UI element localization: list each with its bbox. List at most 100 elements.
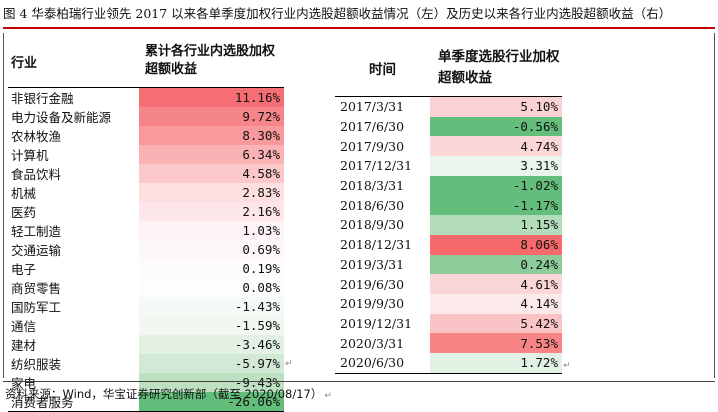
table-row: 2019/6/30 4.61% — [335, 274, 562, 294]
industry-cell: 电子 — [11, 262, 37, 277]
value-cell: -1.43% — [139, 297, 284, 316]
value-cell: 8.06% — [430, 234, 562, 255]
table-row: 2019/12/31 5.42% — [335, 313, 562, 334]
date-cell: 2018/9/30 — [340, 217, 405, 233]
date-cell: 2019/6/30 — [340, 276, 405, 292]
table-row: 2019/9/30 4.14% — [335, 293, 562, 314]
header-industry: 行业 — [8, 35, 139, 88]
industry-cell: 商贸零售 — [11, 281, 62, 296]
table-header-row: 时间 单季度选股行业加权超额收益 — [335, 40, 562, 97]
value-cell: 11.16% — [139, 87, 284, 107]
value-cell: 4.58% — [139, 164, 284, 183]
date-cell: 2019/12/31 — [340, 315, 413, 331]
value-cell: 1.03% — [139, 221, 284, 240]
date-cell: 2017/9/30 — [340, 138, 405, 154]
table-row: 国防军工 -1.43% — [8, 297, 284, 316]
table-row: 2018/12/31 8.06% — [335, 234, 562, 255]
date-cell: 2020/6/30 — [335, 352, 430, 374]
header-time: 时间 — [335, 40, 430, 97]
industry-cell: 农林牧渔 — [11, 129, 62, 144]
table-header-row: 行业 累计各行业内选股加权超额收益 — [8, 35, 284, 88]
date-cell: 2017/12/31 — [340, 158, 413, 174]
table-row: 医药 2.16% — [8, 202, 284, 221]
table-row: 电力设备及新能源 9.72% — [8, 107, 284, 126]
source-divider — [3, 381, 715, 382]
source-text: 资料来源：Wind，华宝证券研究创新部（截至 2020/08/17） — [5, 387, 323, 401]
figure-title: 图 4 华泰柏瑞行业领先 2017 以来各单季度加权行业内选股超额收益情况（左）… — [3, 6, 672, 21]
value-cell: 6.34% — [139, 145, 284, 164]
table-row: 2018/9/30 1.15% — [335, 215, 562, 235]
table-row: 家电 -9.43% — [8, 373, 284, 392]
value-cell: -1.02% — [430, 175, 562, 196]
table-row: 2017/3/31 5.10% — [335, 96, 562, 117]
industry-cell: 轻工制造 — [11, 224, 62, 239]
value-cell: 2.83% — [139, 183, 284, 202]
value-cell: -1.17% — [430, 195, 562, 216]
value-cell: 1.72% — [430, 352, 562, 374]
table-row: 食品饮料 4.58% — [8, 164, 284, 183]
date-cell: 2018/3/31 — [340, 178, 405, 194]
table-row: 通信 -1.59% — [8, 316, 284, 335]
left-table-return-mark: ↵ — [285, 359, 293, 369]
value-cell: 5.10% — [430, 96, 562, 117]
value-cell: -0.56% — [430, 116, 562, 137]
value-cell: 4.14% — [430, 293, 562, 314]
table-row: 2020/3/31 7.53% — [335, 333, 562, 353]
value-cell: 4.74% — [430, 136, 562, 157]
value-cell: 3.31% — [430, 156, 562, 176]
value-cell: -1.59% — [139, 316, 284, 335]
industry-cell: 交通运输 — [11, 243, 62, 258]
date-cell: 2019/3/31 — [340, 256, 405, 272]
table-row: 建材 -3.46% — [8, 335, 284, 354]
right-border-line — [714, 33, 715, 378]
industry-cell: 食品饮料 — [11, 167, 62, 182]
table-row: 2019/3/31 0.24% — [335, 254, 562, 275]
industry-cell: 家电 — [11, 376, 37, 391]
value-cell: -3.46% — [139, 335, 284, 354]
industry-cell: 计算机 — [11, 148, 49, 163]
industry-cell: 通信 — [11, 319, 37, 334]
table-row: 2018/6/30 -1.17% — [335, 195, 562, 216]
value-cell: 2.16% — [139, 202, 284, 221]
industry-cell: 非银行金融 — [11, 91, 74, 106]
value-cell: -9.43% — [139, 373, 284, 392]
value-cell: 7.53% — [430, 333, 562, 353]
date-cell: 2019/9/30 — [340, 296, 405, 312]
value-cell: 8.30% — [139, 126, 284, 145]
table-row: 机械 2.83% — [8, 183, 284, 202]
industry-cell: 国防军工 — [11, 300, 62, 315]
date-cell: 2018/6/30 — [340, 197, 405, 213]
table-row: 轻工制造 1.03% — [8, 221, 284, 240]
table-row: 2017/6/30 -0.56% — [335, 116, 562, 137]
value-cell: 0.08% — [139, 278, 284, 297]
value-cell: -5.97% — [139, 354, 284, 373]
header-quarterly-excess-return: 单季度选股行业加权超额收益 — [430, 40, 562, 97]
table-row: 电子 0.19% — [8, 259, 284, 278]
table-row: 非银行金融 11.16% — [8, 87, 284, 107]
table-row: 2020/6/30 1.72% — [335, 352, 562, 374]
date-cell: 2020/3/31 — [340, 335, 405, 351]
source-return-mark: ↵ — [324, 391, 332, 401]
industry-excess-return-table: 行业 累计各行业内选股加权超额收益 非银行金融 11.16% 电力设备及新能源 9.7… — [8, 35, 284, 412]
table-row: 商贸零售 0.08% — [8, 278, 284, 297]
value-cell: 0.69% — [139, 240, 284, 259]
table-row: 2018/3/31 -1.02% — [335, 175, 562, 196]
value-cell: 0.19% — [139, 259, 284, 278]
industry-cell: 纺织服装 — [11, 357, 62, 372]
date-cell: 2018/12/31 — [340, 237, 413, 253]
value-cell: 9.72% — [139, 107, 284, 126]
left-border-line — [3, 33, 4, 378]
table-row: 纺织服装 -5.97% — [8, 354, 284, 373]
table-row: 计算机 6.34% — [8, 145, 284, 164]
quarterly-excess-return-table: 时间 单季度选股行业加权超额收益 2017/3/31 5.10% 2017/6/30… — [335, 40, 562, 374]
table-row: 2017/9/30 4.74% — [335, 136, 562, 157]
industry-cell: 机械 — [11, 186, 37, 201]
industry-cell: 电力设备及新能源 — [11, 110, 112, 125]
table-row: 2017/12/31 3.31% — [335, 156, 562, 176]
date-cell: 2017/3/31 — [340, 99, 405, 115]
value-cell: 1.15% — [430, 215, 562, 235]
date-cell: 2017/6/30 — [340, 119, 405, 135]
value-cell: -26.06% — [139, 392, 284, 412]
header-cumulative-excess-return: 累计各行业内选股加权超额收益 — [139, 35, 284, 88]
industry-cell: 医药 — [11, 205, 37, 220]
